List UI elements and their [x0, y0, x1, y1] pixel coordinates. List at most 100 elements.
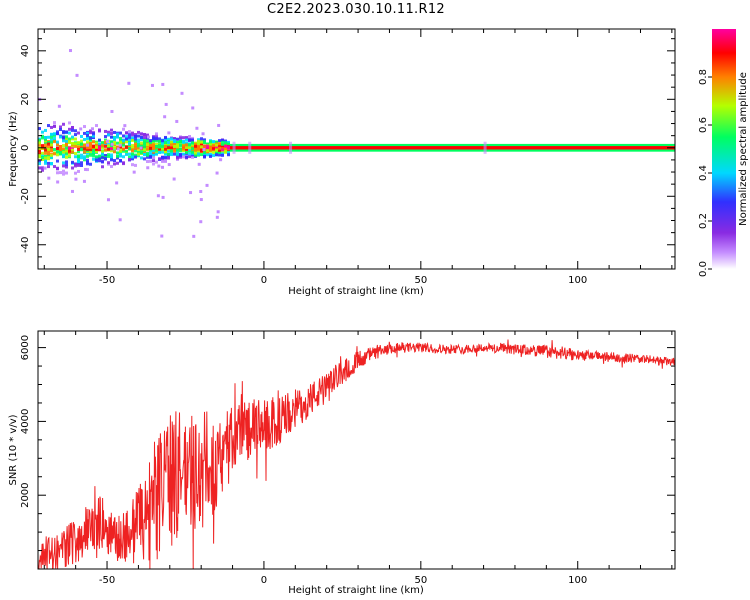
spectrogram-outlier — [132, 170, 136, 174]
spectrogram-outlier — [105, 139, 109, 143]
spectrogram-cell — [92, 148, 95, 152]
spectrogram-cell — [47, 165, 50, 169]
spectrogram-cell — [71, 145, 74, 149]
spectrogram-outlier — [156, 194, 160, 198]
spectrogram-outlier — [110, 142, 114, 146]
spectrogram-cell — [131, 131, 134, 135]
spectrogram-cell — [80, 156, 83, 160]
spectrogram-cell — [128, 155, 131, 159]
spectrogram-cell — [50, 143, 53, 147]
spectrogram-cell — [212, 141, 215, 145]
spectrogram-cell — [137, 151, 140, 155]
spectrogram-outlier — [219, 158, 223, 162]
spectrogram-cell — [65, 144, 68, 148]
spectrogram-cell — [155, 160, 158, 164]
spectrogram-cell — [128, 142, 131, 146]
spectrogram-cell — [137, 140, 140, 144]
spectrogram-cell — [134, 146, 137, 150]
spectrogram-cell — [50, 145, 53, 149]
spectrogram-cell — [176, 152, 179, 156]
spectrogram-cell — [83, 138, 86, 142]
spectrogram-cell — [164, 139, 167, 143]
spectrogram-cell — [128, 137, 131, 141]
spectrogram-cell — [191, 138, 194, 142]
spectrogram-cell — [182, 144, 185, 148]
spectrogram-outlier — [167, 163, 171, 167]
spectrogram-cell — [110, 153, 113, 157]
spectrogram-cell — [62, 122, 65, 126]
spectrogram-cell — [62, 144, 65, 148]
spectrogram-cell — [44, 154, 47, 158]
spectrogram-outlier — [197, 162, 201, 166]
spectrogram-cell — [164, 159, 167, 163]
spectrogram-cell — [146, 155, 149, 159]
spectrogram-cell — [110, 128, 113, 132]
spectrogram-cell — [182, 142, 185, 146]
spectrogram-cell — [170, 152, 173, 156]
spectrogram-cell — [158, 150, 161, 154]
spectrogram-cell — [92, 152, 95, 156]
spectrogram-cell — [185, 136, 188, 140]
spectrogram-cell — [200, 137, 203, 141]
spectrogram-cell — [62, 150, 65, 154]
spectrogram-cell — [86, 160, 89, 164]
spectrogram-cell — [164, 150, 167, 154]
spectrogram-cell — [110, 135, 113, 139]
spectrogram-cell — [122, 134, 125, 138]
spectrogram-cell — [59, 147, 62, 151]
spectrogram-cell — [53, 152, 56, 156]
spectrogram-cell — [116, 132, 119, 136]
spectrogram-cell — [71, 148, 74, 152]
spectrogram-cell — [227, 151, 230, 155]
snr-xtick-label: 100 — [568, 575, 587, 586]
spectrogram-outlier — [84, 167, 88, 171]
spectrogram-outlier — [146, 166, 150, 170]
spectrogram-cell — [74, 162, 77, 166]
spectrogram-cell — [149, 155, 152, 159]
spectrogram-outlier — [139, 146, 143, 150]
spectrogram-cell — [59, 151, 62, 155]
spectrogram-cell — [218, 153, 221, 157]
spectrogram-cell — [194, 144, 197, 148]
spectrogram-cell — [77, 163, 80, 167]
spectrogram-cell — [38, 141, 41, 145]
spectrogram-cell — [125, 145, 128, 149]
spectrogram-cell — [83, 125, 86, 129]
spectrogram-cell — [146, 151, 149, 155]
spectrogram-cell — [56, 166, 59, 170]
spectrogram-cell — [77, 145, 80, 149]
spectrogram-cell — [143, 136, 146, 140]
spectrogram-cell — [143, 153, 146, 157]
spectrogram-cell — [113, 136, 116, 140]
spectrogram-outlier — [192, 234, 196, 238]
colorbar-tick-label: 0.4 — [698, 165, 709, 181]
snr-ytick-label: 4000 — [20, 409, 31, 434]
spectrogram-cell — [179, 155, 182, 159]
spectrogram-cell — [152, 162, 155, 166]
spectrogram-cell — [158, 143, 161, 147]
spectrogram-outlier — [160, 165, 164, 169]
spectrogram-cell — [71, 142, 74, 146]
spectrogram-cell — [131, 155, 134, 159]
spectrogram-cell — [92, 134, 95, 138]
spectrogram-cell — [107, 153, 110, 157]
spectrogram-cell — [134, 134, 137, 138]
spectrogram-cell — [113, 130, 116, 134]
spectrogram-outlier — [86, 143, 90, 147]
spectrogram-cell — [209, 148, 212, 152]
spectrogram-cell — [161, 146, 164, 150]
spectrogram-cell — [86, 133, 89, 137]
spectrogram-cell — [95, 149, 98, 153]
spectrogram-cell — [134, 155, 137, 159]
spectrogram-hotspot — [289, 141, 293, 154]
spectrogram-cell — [62, 164, 65, 168]
spectrogram-cell — [98, 148, 101, 152]
spectrogram-cell — [197, 139, 200, 143]
spectrogram-cell — [44, 148, 47, 152]
spectrogram-cell — [155, 139, 158, 143]
spectrogram-outlier — [161, 195, 165, 199]
spectrogram-cell — [47, 145, 50, 149]
spectrogram-cell — [77, 158, 80, 162]
spectrogram-hotspot — [248, 141, 252, 154]
spectrogram-cell — [146, 139, 149, 143]
